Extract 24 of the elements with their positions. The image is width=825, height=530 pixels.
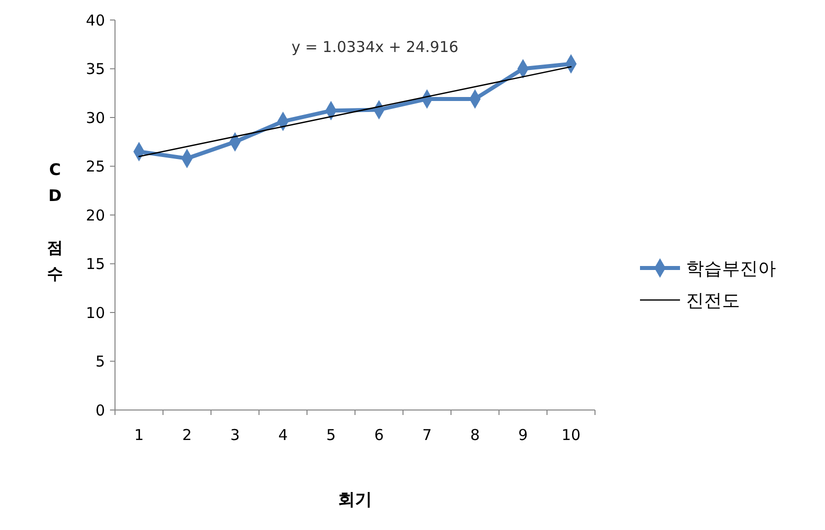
legend-label: 학습부진아 [686,258,776,280]
x-tick-label: 9 [518,426,528,444]
y-tick-label: 40 [86,11,105,30]
x-tick-label: 7 [422,426,432,444]
y-tick-label: 30 [86,108,105,127]
x-tick-label: 1 [134,426,144,444]
x-tick-label: 6 [374,426,384,444]
x-tick-label: 4 [278,426,288,444]
y-tick-label: 25 [86,158,105,176]
x-axis-title: 회기 [338,490,372,510]
x-tick-label: 8 [470,426,480,444]
y-tick-label: 0 [95,401,105,420]
text: CD 점수 [47,160,63,283]
x-tick-label: 5 [326,426,336,444]
y-tick-label: 35 [86,60,105,78]
annotation: y = 1.0334x + 24.916 [292,38,458,56]
legend-label: 진전도 [686,290,740,312]
x-tick-label: 3 [230,426,240,444]
y-tick-label: 20 [86,206,105,224]
y-tick-label: 10 [86,304,105,322]
y-tick-label: 5 [95,352,105,370]
x-tick-label: 10 [561,426,581,444]
x-tick-label: 2 [182,426,192,444]
y-tick-label: 15 [86,255,105,273]
